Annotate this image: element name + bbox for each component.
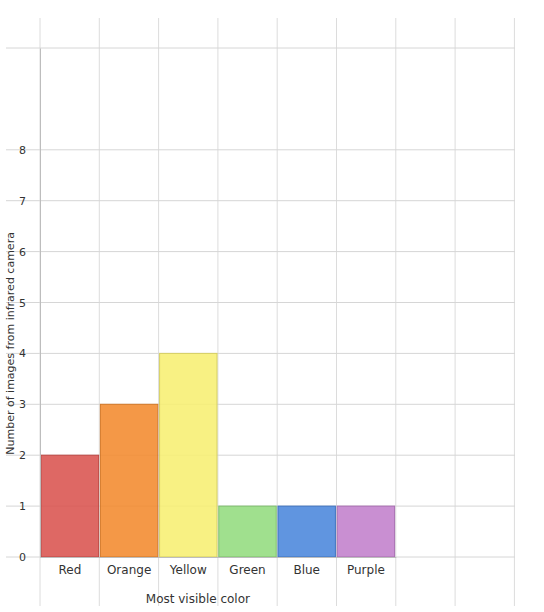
- x-axis-title: Most visible color: [146, 592, 250, 606]
- y-tick-label: 5: [19, 297, 26, 310]
- y-tick-label: 3: [19, 398, 26, 411]
- bars: [41, 353, 394, 557]
- y-axis-title: Number of images from infrared camera: [4, 232, 17, 455]
- bar: [100, 404, 157, 557]
- y-tick: 0: [19, 551, 40, 564]
- y-tick-label: 8: [19, 144, 26, 157]
- y-tick: 8: [19, 144, 40, 157]
- y-tick-label: 7: [19, 195, 26, 208]
- grid-line: [6, 200, 515, 201]
- y-axis-line: [40, 49, 41, 558]
- bar: [278, 506, 335, 557]
- y-tick: 5: [19, 297, 40, 310]
- grid-line: [6, 302, 515, 303]
- y-tick-label: 0: [19, 551, 26, 564]
- x-axis-line: [41, 557, 397, 558]
- background: [0, 0, 544, 612]
- y-tick: 3: [19, 398, 40, 411]
- x-tick-label: Purple: [347, 563, 385, 577]
- paper-line: [217, 18, 218, 606]
- paper-line: [395, 18, 396, 606]
- x-tick-label: Yellow: [169, 563, 207, 577]
- range-end-line: [6, 48, 515, 49]
- chart: 0 1 2 3 4 5 6 7 8 Red Orange Yellow Green Blue Purple M…: [0, 0, 544, 612]
- x-tick-label: Orange: [107, 563, 151, 577]
- x-tick: Blue: [293, 557, 320, 577]
- x-tick-label: Red: [58, 563, 81, 577]
- y-axis: 0 1 2 3 4 5 6 7 8: [19, 49, 41, 565]
- grid-line: [6, 404, 515, 405]
- x-tick: Yellow: [169, 557, 207, 577]
- x-tick-label: Green: [229, 563, 265, 577]
- grid-line: [6, 251, 515, 252]
- paper-line: [455, 18, 456, 606]
- y-tick: 1: [19, 500, 40, 513]
- y-tick: 4: [19, 347, 40, 360]
- bar: [219, 506, 276, 557]
- x-tick: Green: [229, 557, 265, 577]
- y-tick-label: 4: [19, 347, 26, 360]
- x-tick: Purple: [347, 557, 385, 577]
- x-tick: Red: [58, 557, 81, 577]
- y-tick-label: 1: [19, 500, 26, 513]
- bar: [160, 353, 217, 557]
- x-axis: Red Orange Yellow Green Blue Purple: [41, 557, 397, 577]
- grid-line: [6, 149, 515, 150]
- x-tick: Orange: [107, 557, 151, 577]
- y-tick-label: 2: [19, 449, 26, 462]
- bar: [337, 506, 394, 557]
- grid: [6, 48, 515, 557]
- bar: [41, 455, 98, 557]
- paper-line: [40, 18, 41, 606]
- y-tick: 7: [19, 195, 40, 208]
- y-tick: 2: [19, 449, 40, 462]
- paper-lines: [40, 18, 514, 606]
- grid-line: [6, 353, 515, 354]
- y-tick-label: 6: [19, 246, 26, 259]
- x-tick-label: Blue: [293, 563, 320, 577]
- paper-line: [514, 18, 515, 606]
- y-tick: 6: [19, 246, 40, 259]
